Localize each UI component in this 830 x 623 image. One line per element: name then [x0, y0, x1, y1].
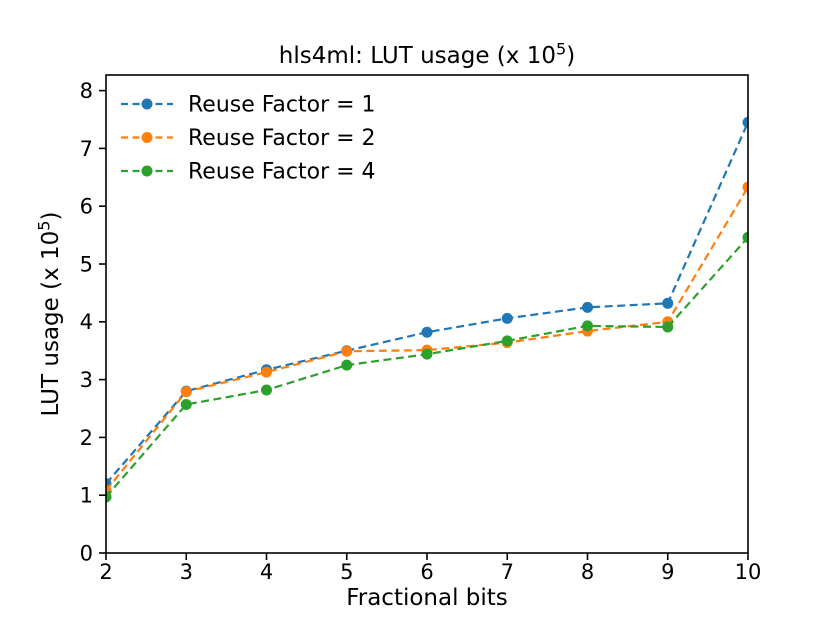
- y-tick-label: 5: [80, 252, 93, 276]
- data-point-marker: [582, 301, 593, 313]
- data-point-marker: [261, 384, 272, 396]
- legend-marker: [141, 98, 153, 110]
- data-point-marker: [421, 326, 433, 338]
- legend-entry: Reuse Factor = 2: [121, 126, 376, 151]
- data-point-marker: [662, 297, 674, 309]
- series-line: [106, 186, 748, 492]
- y-tick-label: 8: [80, 79, 93, 103]
- plot-area: [106, 116, 748, 503]
- data-point-marker: [582, 320, 593, 332]
- data-point-marker: [662, 321, 674, 333]
- data-point-marker: [180, 398, 192, 410]
- data-point-marker: [501, 335, 513, 347]
- data-point-marker: [742, 181, 748, 193]
- x-tick-label: 10: [735, 560, 762, 584]
- series-3: [106, 231, 748, 503]
- chart-title: hls4ml: LUT usage (x 105): [279, 39, 575, 69]
- x-axis-label: Fractional bits: [346, 585, 508, 611]
- data-point-marker: [421, 348, 433, 360]
- legend-label: Reuse Factor = 2: [188, 126, 376, 151]
- data-point-marker: [501, 312, 513, 324]
- y-tick-label: 7: [80, 137, 93, 161]
- y-axis-label: LUT usage (x 105): [34, 212, 64, 417]
- data-point-marker: [742, 116, 748, 128]
- y-tick-label: 1: [80, 484, 93, 508]
- y-axis: 0 1 2 3 4 5 6 7 8: [80, 79, 106, 565]
- data-point-marker: [742, 231, 748, 243]
- x-tick-label: 4: [260, 560, 273, 584]
- legend: Reuse Factor = 1 Reuse Factor = 2 Reuse Fa…: [121, 93, 376, 185]
- y-tick-label: 4: [80, 310, 93, 334]
- data-point-marker: [106, 491, 112, 503]
- x-tick-label: 7: [501, 560, 514, 584]
- legend-entry: Reuse Factor = 1: [121, 93, 376, 118]
- legend-label: Reuse Factor = 1: [188, 93, 376, 118]
- y-tick-label: 0: [80, 541, 93, 565]
- x-tick-label: 9: [661, 560, 674, 584]
- data-point-marker: [261, 366, 272, 378]
- legend-entry: Reuse Factor = 4: [121, 160, 376, 185]
- y-tick-label: 2: [80, 426, 93, 450]
- data-point-marker: [180, 386, 192, 398]
- data-point-marker: [341, 359, 353, 371]
- axes-border: [105, 74, 749, 554]
- x-tick-label: 3: [180, 560, 193, 584]
- data-point-marker: [341, 345, 353, 357]
- legend-marker: [141, 132, 153, 143]
- x-tick-label: 6: [420, 560, 433, 584]
- y-tick-label: 3: [80, 368, 93, 392]
- x-tick-label: 5: [340, 560, 353, 584]
- y-tick-label: 6: [80, 195, 93, 219]
- x-axis: 2 3 4 5 6 7 8 9 10: [99, 553, 761, 584]
- legend-label: Reuse Factor = 4: [188, 160, 376, 185]
- x-tick-label: 2: [99, 560, 112, 584]
- legend-marker: [141, 165, 153, 177]
- x-tick-label: 8: [581, 560, 594, 584]
